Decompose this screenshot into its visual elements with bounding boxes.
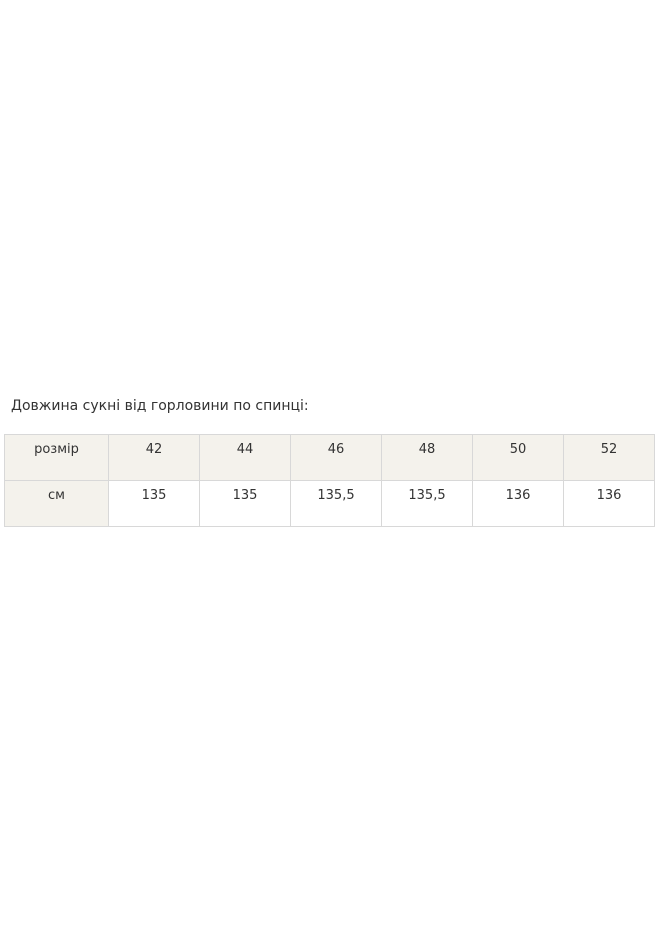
length-cell: 135 [108, 480, 200, 527]
length-row: см 135 135 135,5 135,5 136 136 [4, 480, 655, 527]
table-caption: Довжина сукні від горловини по спинці: [11, 398, 309, 414]
length-cell: 136 [472, 480, 564, 527]
size-row-label: розмір [4, 434, 109, 481]
length-cell: 135,5 [290, 480, 382, 527]
size-cell: 44 [199, 434, 291, 481]
size-row: розмір 42 44 46 48 50 52 [4, 434, 655, 481]
size-cell: 46 [290, 434, 382, 481]
size-cell: 52 [563, 434, 655, 481]
length-cell: 136 [563, 480, 655, 527]
size-table: розмір 42 44 46 48 50 52 см 135 135 135,… [4, 434, 655, 527]
length-cell: 135 [199, 480, 291, 527]
length-cell: 135,5 [381, 480, 473, 527]
size-cell: 48 [381, 434, 473, 481]
size-cell: 42 [108, 434, 200, 481]
length-row-label: см [4, 480, 109, 527]
size-cell: 50 [472, 434, 564, 481]
